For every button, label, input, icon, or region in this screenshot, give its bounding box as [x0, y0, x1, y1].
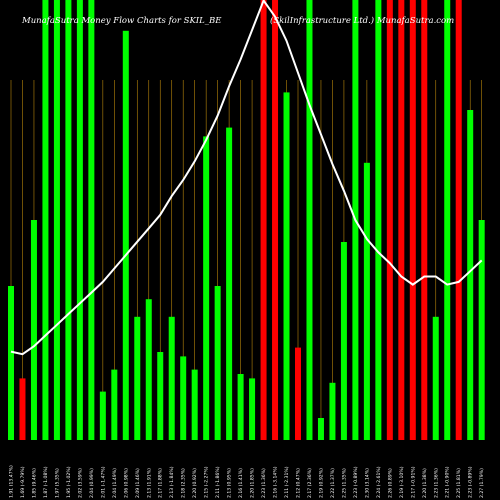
volume-bar [421, 0, 428, 440]
volume-bar [134, 316, 141, 440]
volume-bar [122, 30, 129, 441]
volume-bar [111, 369, 118, 440]
chart-title-right: (SkilInfrastructure Ltd.) MunafaSutra.co… [270, 15, 454, 26]
volume-bar [8, 286, 14, 440]
x-tick-label: 2.19 (-3.10%) [399, 466, 405, 498]
volume-bar [65, 0, 72, 440]
volume-bar [455, 0, 462, 440]
volume-bar [226, 127, 233, 440]
x-tick-label: 1.85 (9.46%) [31, 468, 37, 498]
x-tick-label: 1.69 (-9.79%) [20, 466, 26, 498]
volume-bar [76, 0, 83, 440]
volume-bars [8, 0, 485, 441]
volume-bar [53, 0, 60, 440]
volume-bar [444, 0, 451, 440]
x-tick-label: 2.17 (-0.91%) [410, 466, 416, 498]
x-tick-label: 2.23 (-0.89%) [353, 466, 359, 498]
x-tick-label: 2.22 (1.37%) [330, 468, 336, 498]
x-tick-label: 2.24 (-2.61%) [376, 466, 382, 498]
chart-title-left: MunafaSutra Money Flow Charts for SKIL_B… [21, 16, 222, 26]
volume-bar [19, 378, 26, 440]
x-tick-label: 2.04 (1.49%) [112, 468, 118, 498]
x-tick-label: 2.12 (0.47%) [296, 468, 302, 498]
price-line [10, 0, 483, 356]
volume-bar [203, 136, 210, 440]
x-tick-label: 2.13 (1.91%) [146, 468, 152, 498]
x-tick-label: 1.95 (-1.02%) [66, 466, 72, 498]
x-tick-label: 2.18 (2.35%) [181, 468, 187, 498]
volume-bar [249, 378, 256, 440]
x-tick-label: 2.20 (1.85%) [250, 468, 256, 498]
x-tick-label: 2.02 (3.59%) [77, 468, 83, 498]
volume-bar [168, 316, 175, 440]
x-tick-label: 2.01 (-1.47%) [100, 466, 106, 498]
volume-bar [88, 0, 95, 440]
volume-bar [432, 316, 439, 440]
x-tick-label: 2.06 (0.98%) [123, 468, 129, 498]
volume-bar [386, 0, 393, 440]
x-tick-label: 2.30 (3.14%) [364, 468, 370, 498]
volume-bar [180, 356, 187, 440]
x-tick-label: 2.23 (-0.89%) [468, 466, 474, 498]
volume-bar [467, 110, 474, 440]
x-tick-label: 2.23 (1.36%) [261, 468, 267, 498]
x-tick-label: 2.13 (0.95%) [227, 468, 233, 498]
x-tick-label: 2.26 (0.89%) [387, 468, 393, 498]
volume-bar [283, 92, 290, 441]
x-tick-label: 2.16 (1.41%) [238, 468, 244, 498]
x-tick-label: 2.20 (1.38%) [422, 468, 428, 498]
volume-bar [272, 0, 279, 440]
x-tick-label: 2.16 (-3.14%) [273, 466, 279, 498]
volume-bar [363, 162, 370, 441]
x-tick-label: 2.21 (-0.90%) [445, 466, 451, 498]
volume-bar [317, 418, 324, 440]
volume-bar [145, 299, 152, 440]
volume-bar [409, 0, 416, 440]
volume-bar [306, 0, 313, 440]
volume-bar [214, 286, 221, 440]
volume-bar [375, 0, 382, 440]
x-tick-label: 2.11 (-1.86%) [215, 466, 221, 498]
volume-bar [295, 347, 301, 440]
volume-bar [398, 0, 405, 440]
volume-bar [260, 0, 267, 440]
x-tick-label: 2.11 (-2.31%) [284, 466, 290, 498]
x-tick-label: 2.25 (1.35%) [341, 468, 347, 498]
volume-bar [191, 369, 198, 440]
x-tick-label: 2.17 (2.36%) [307, 468, 313, 498]
x-tick-label: 2.04 (0.99%) [89, 468, 95, 498]
x-tick-label: 1.97 (5.35%) [54, 468, 60, 498]
volume-bar [42, 0, 49, 440]
volume-bar [237, 374, 244, 440]
x-tick-labels: 1.91 (13.47%) 1.69 (-9.79%) 1.85 (9.46%) 1.… [9, 465, 486, 498]
x-tick-label: 2.13 (-1.84%) [169, 466, 175, 498]
x-tick-label: 2.27 (1.79%) [479, 468, 485, 498]
x-tick-label: 1.87 (-1.08%) [43, 466, 49, 498]
x-tick-label: 2.15 (-2.27%) [204, 466, 210, 498]
price-line-path [10, 0, 483, 356]
x-tick-label: 2.25 (1.81%) [456, 468, 462, 498]
x-tick-label: 2.19 (0.92%) [318, 468, 324, 498]
volume-bar [99, 391, 106, 440]
x-tick-label: 2.23 (1.36%) [433, 468, 439, 498]
x-tick-label: 2.20 (0.92%) [192, 468, 198, 498]
volume-bar [329, 382, 336, 440]
volume-bar [340, 242, 347, 440]
x-tick-label: 2.17 (1.88%) [158, 468, 164, 498]
x-tick-label: 1.91 (13.47%) [9, 465, 15, 498]
volume-bar [30, 220, 37, 440]
volume-bar [478, 220, 485, 440]
volume-bar [157, 352, 164, 440]
x-tick-label: 2.09 (1.46%) [135, 468, 141, 498]
